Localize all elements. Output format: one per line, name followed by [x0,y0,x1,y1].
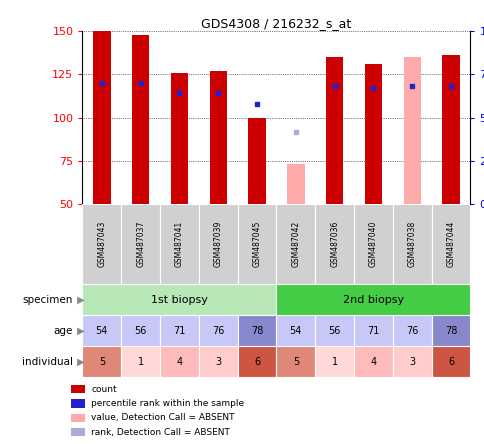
Bar [403,57,420,204]
Text: GSM487043: GSM487043 [97,221,106,267]
Bar [198,204,237,284]
Bar [441,56,459,204]
Bar [315,204,353,284]
Text: 4: 4 [176,357,182,367]
Text: ▶: ▶ [74,326,85,336]
Text: 56: 56 [134,326,147,336]
Bar [121,346,160,377]
Bar [160,315,198,346]
Bar [71,428,85,436]
Text: count: count [91,385,117,393]
Text: 1st biopsy: 1st biopsy [151,295,208,305]
Bar [353,346,392,377]
Bar [132,35,149,204]
Bar [276,204,315,284]
Bar [276,284,469,315]
Bar [392,315,431,346]
Bar [160,204,198,284]
Text: GSM487036: GSM487036 [330,221,338,267]
Bar [121,315,160,346]
Text: 3: 3 [215,357,221,367]
Bar [82,346,121,377]
Bar [315,346,353,377]
Bar [198,346,237,377]
Text: 6: 6 [447,357,453,367]
Bar [237,204,276,284]
Bar [121,204,160,284]
Text: rank, Detection Call = ABSENT: rank, Detection Call = ABSENT [91,428,229,437]
Text: 5: 5 [99,357,105,367]
Text: 54: 54 [95,326,108,336]
Text: ▶: ▶ [74,357,85,367]
Bar [431,346,469,377]
Bar [237,346,276,377]
Text: 4: 4 [370,357,376,367]
Bar [287,164,304,204]
Text: age: age [53,326,73,336]
Bar [237,315,276,346]
Text: 56: 56 [328,326,340,336]
Text: GSM487041: GSM487041 [175,221,183,267]
Bar [71,400,85,408]
Text: 78: 78 [444,326,456,336]
Bar [82,204,121,284]
Bar [276,346,315,377]
Bar [93,31,110,204]
Text: percentile rank within the sample: percentile rank within the sample [91,399,244,408]
Bar [71,385,85,393]
Text: 78: 78 [250,326,263,336]
Bar [431,315,469,346]
Text: GSM487042: GSM487042 [291,221,300,267]
Bar [209,71,227,204]
Bar [325,57,343,204]
Bar [198,315,237,346]
Bar [315,315,353,346]
Text: 1: 1 [331,357,337,367]
Text: 5: 5 [292,357,298,367]
Bar [392,346,431,377]
Text: 54: 54 [289,326,302,336]
Title: GDS4308 / 216232_s_at: GDS4308 / 216232_s_at [201,17,351,30]
Text: 71: 71 [366,326,379,336]
Text: 76: 76 [405,326,418,336]
Text: specimen: specimen [22,295,73,305]
Bar [364,64,381,204]
Text: 71: 71 [173,326,185,336]
Bar [170,73,188,204]
Text: 76: 76 [212,326,224,336]
Text: GSM487039: GSM487039 [213,221,222,267]
Bar [431,204,469,284]
Bar [353,315,392,346]
Bar [71,414,85,422]
Bar [392,204,431,284]
Text: individual: individual [22,357,73,367]
Text: GSM487038: GSM487038 [407,221,416,267]
Bar [160,346,198,377]
Text: GSM487040: GSM487040 [368,221,377,267]
Text: 2nd biopsy: 2nd biopsy [342,295,403,305]
Text: 3: 3 [408,357,414,367]
Text: GSM487037: GSM487037 [136,221,145,267]
Bar [248,118,265,204]
Bar [276,315,315,346]
Text: value, Detection Call = ABSENT: value, Detection Call = ABSENT [91,413,234,422]
Text: 1: 1 [137,357,143,367]
Text: 6: 6 [254,357,259,367]
Text: ▶: ▶ [74,295,85,305]
Bar [353,204,392,284]
Text: GSM487045: GSM487045 [252,221,261,267]
Text: GSM487044: GSM487044 [446,221,454,267]
Bar [82,284,276,315]
Bar [82,315,121,346]
